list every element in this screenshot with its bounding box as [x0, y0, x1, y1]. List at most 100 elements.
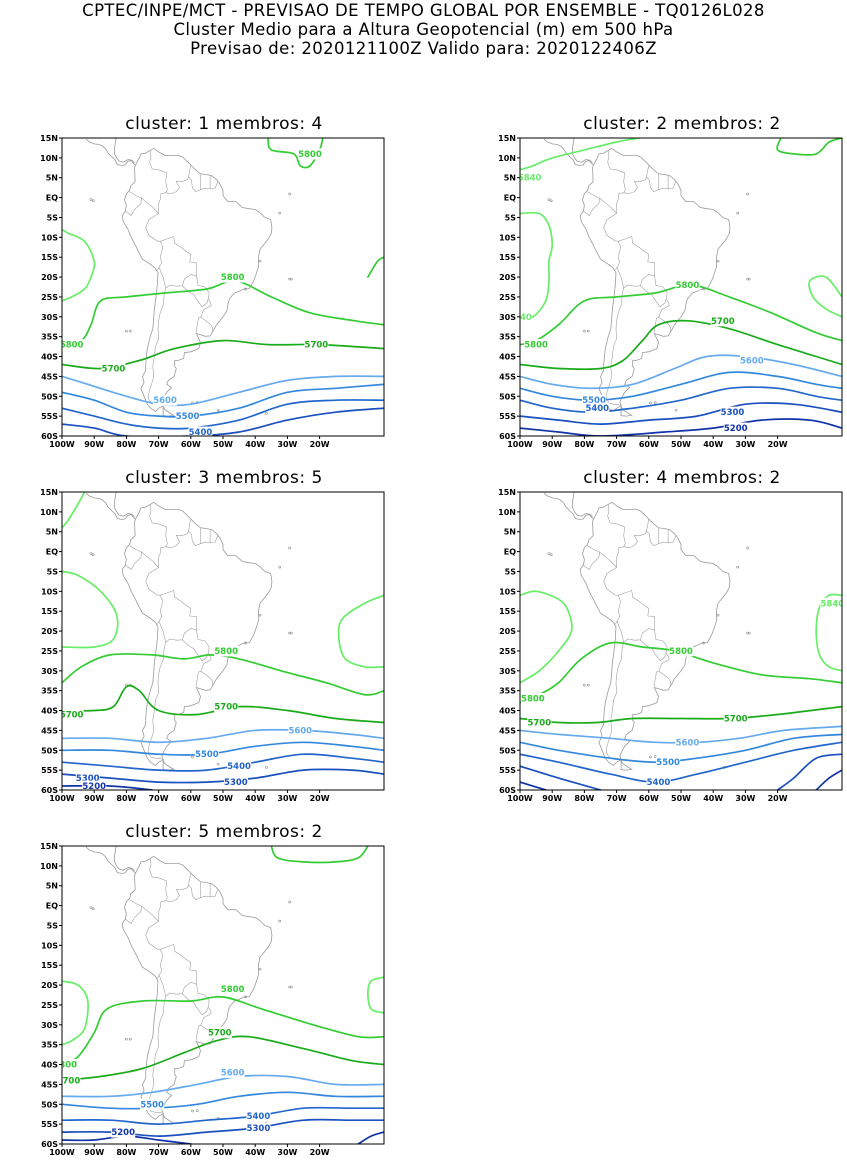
lat-tick-label: 15S [499, 607, 516, 616]
lat-tick-label: 35S [41, 687, 58, 696]
country-border [182, 630, 210, 662]
contour-label: 5300 [721, 408, 745, 418]
contour-5500 [62, 1091, 384, 1110]
central-america-coastline [572, 138, 593, 164]
country-border [141, 197, 164, 271]
country-border [646, 174, 659, 192]
panel-title-cluster-3: cluster: 3 membros: 5 [125, 468, 323, 488]
contour-label: 5200 [111, 1128, 135, 1138]
forecast-dates: Previsao de: 2020121100Z Valido para: 20… [190, 39, 657, 58]
lat-tick-label: 60S [41, 786, 58, 795]
lat-tick-label: 35S [41, 333, 58, 342]
contour-label-bg [739, 355, 764, 367]
contour-label-bg [723, 712, 748, 724]
lat-tick-label: 55S [41, 766, 58, 775]
island [258, 259, 262, 263]
contour-label-bg [520, 693, 545, 705]
country-border [210, 181, 219, 190]
country-border [125, 545, 142, 570]
contour-5840 [815, 593, 842, 672]
plot-background [62, 138, 384, 436]
island [244, 995, 247, 999]
lon-tick-label: 70W [607, 794, 627, 803]
lon-tick-label: 100W [49, 440, 75, 449]
island [674, 408, 678, 412]
contour-label: 5600 [221, 1068, 245, 1078]
lon-tick-label: 90W [542, 794, 562, 803]
lat-tick-label: 10S [499, 233, 516, 242]
contour-label: 5300 [76, 774, 100, 784]
island [195, 1109, 199, 1112]
contour-label-bg [246, 1122, 271, 1134]
contour-5300 [62, 407, 384, 436]
lon-tick-label: 20W [310, 440, 330, 449]
contour-label-bg [207, 1027, 232, 1039]
country-border [182, 276, 210, 308]
country-border [623, 518, 650, 548]
contour-5840 [62, 570, 119, 649]
south-america-coastline [579, 147, 731, 412]
lat-tick-label: 5S [47, 921, 59, 930]
contour-5200 [357, 1131, 384, 1144]
map-layer: 5800 5800 5700 5700 5600 5500 5400 5300 5200 [62, 846, 384, 1144]
lat-tick-label: 10N [40, 154, 58, 163]
lat-tick-label: 10N [40, 508, 58, 517]
contour-label: 5700 [527, 718, 551, 728]
contour-label-bg [82, 780, 107, 790]
lat-tick-label: 10S [41, 587, 58, 596]
island [583, 683, 586, 687]
contour-label-bg [140, 1098, 165, 1110]
lon-tick-label: 70W [149, 794, 169, 803]
country-border [165, 518, 192, 548]
lon-tick-label: 70W [607, 440, 627, 449]
lon-tick-label: 50W [213, 794, 233, 803]
contour-label: 5800 [669, 647, 693, 657]
contour-label-bg [720, 406, 745, 418]
lat-tick-label: EQ [46, 902, 58, 911]
lat-tick-label: 35S [499, 333, 516, 342]
lat-tick-label: 15N [498, 488, 516, 497]
contour-5600 [62, 728, 384, 744]
lon-tick-label: 100W [507, 794, 533, 803]
contour-5700 [520, 705, 842, 724]
lon-tick-label: 70W [149, 1148, 169, 1157]
country-border [658, 175, 669, 190]
contour-label: 5200 [724, 424, 748, 434]
main-title: CPTEC/INPE/MCT - PREVISAO DE TEMPO GLOBA… [82, 1, 765, 20]
contour-label: 5800 [298, 150, 322, 160]
lat-tick-label: 5N [46, 882, 58, 891]
lon-tick-label: 90W [84, 794, 104, 803]
contour-5800 [520, 284, 842, 346]
lat-tick-label: EQ [504, 194, 516, 203]
island [746, 192, 750, 196]
island [289, 985, 293, 989]
island [91, 199, 95, 203]
country-border [583, 545, 600, 570]
contour-label: 5300 [224, 778, 248, 788]
central-america-coastline [114, 138, 135, 164]
lat-tick-label: 25S [41, 293, 58, 302]
lat-tick-label: 35S [499, 687, 516, 696]
contour-5300 [520, 402, 842, 425]
country-border [141, 551, 164, 625]
country-border [658, 316, 672, 332]
lat-tick-label: 50S [41, 1100, 58, 1109]
contour-label-bg [585, 402, 610, 414]
contour-5400 [520, 741, 842, 783]
central-america-coastline [85, 138, 136, 166]
contour-label-bg [288, 724, 313, 736]
island [736, 565, 740, 569]
contour-label: 5500 [176, 412, 200, 422]
island [265, 412, 268, 415]
island [547, 552, 551, 555]
map-panel-cluster-4: 5840 5800 5800 5700 5700 5600 5500 5400 15N 10N 5N… [498, 488, 843, 803]
lat-tick-label: 10S [41, 941, 58, 950]
contour-5700 [62, 684, 384, 724]
contour-label-bg [820, 597, 842, 609]
contour-5840 [337, 594, 384, 669]
lon-tick-label: 30W [735, 440, 755, 449]
country-border [623, 164, 650, 194]
lat-tick-label: 30S [41, 1021, 58, 1030]
lat-tick-label: EQ [504, 548, 516, 557]
